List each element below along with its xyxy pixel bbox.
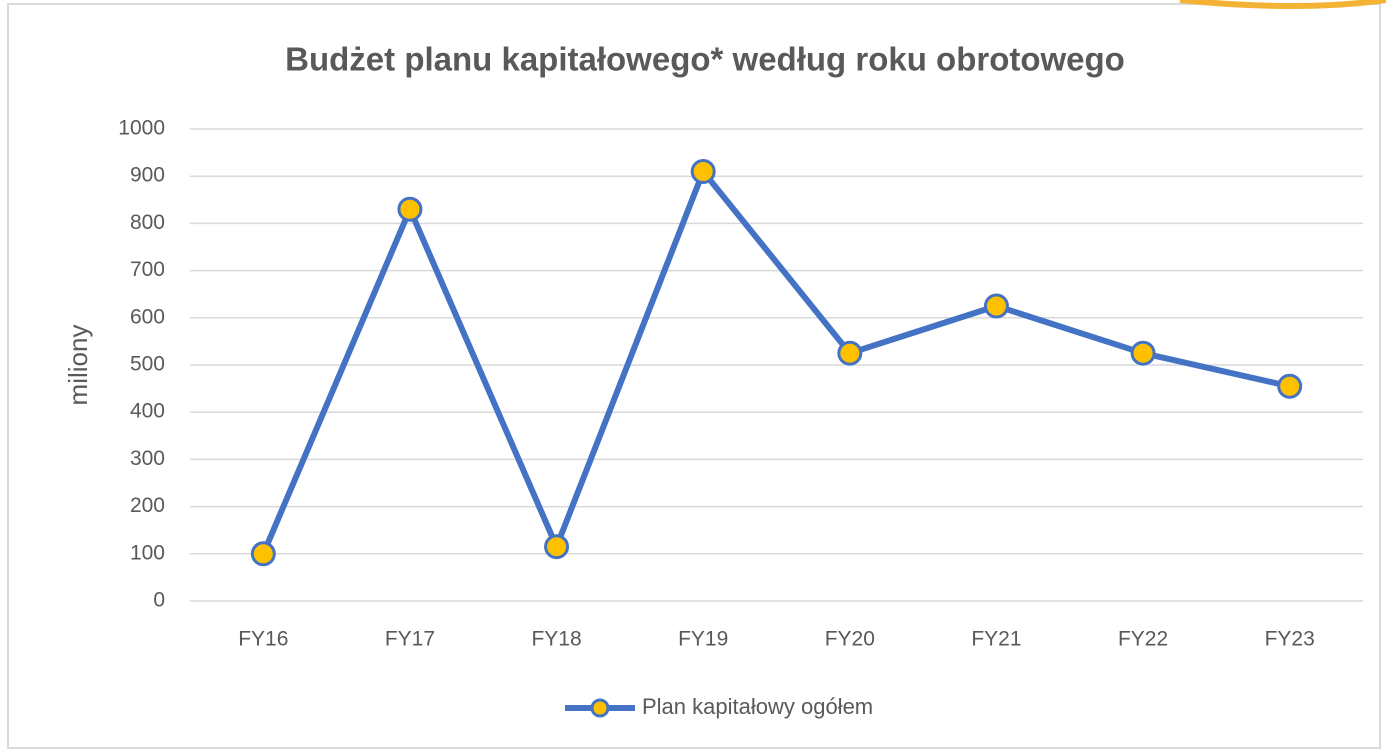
y-tick-label: 0: [153, 589, 165, 612]
x-tick-label: FY17: [385, 628, 435, 651]
legend-label: Plan kapitałowy ogółem: [642, 694, 873, 719]
marker: [544, 534, 570, 560]
marker: [690, 158, 716, 184]
y-tick-label: 900: [130, 164, 165, 187]
marker: [397, 196, 423, 222]
y-tick-label: 100: [130, 541, 165, 564]
x-tick-label: FY21: [971, 628, 1021, 651]
marker: [250, 541, 276, 567]
y-tick-label: 700: [130, 258, 165, 281]
x-tick-label: FY19: [678, 628, 728, 651]
y-tick-label: 500: [130, 353, 165, 376]
y-tick-label: 600: [130, 305, 165, 328]
marker: [1277, 373, 1303, 399]
y-tick-label: 800: [130, 211, 165, 234]
chart-border: [7, 3, 1381, 749]
y-tick-label: 400: [130, 400, 165, 423]
x-tick-label: FY16: [238, 628, 288, 651]
x-tick-label: FY18: [531, 628, 581, 651]
y-axis-label: miliony: [63, 325, 93, 406]
x-tick-label: FY20: [825, 628, 875, 651]
decoration: [1179, 0, 1386, 9]
legend-marker: [590, 698, 610, 718]
y-tick-label: 300: [130, 447, 165, 470]
marker: [983, 293, 1009, 319]
x-tick-label: FY22: [1118, 628, 1168, 651]
marker: [1130, 340, 1156, 366]
series-line: [260, 168, 1291, 555]
chart-title: Budżet planu kapitałowego* według roku o…: [285, 41, 1125, 78]
y-tick-label: 1000: [118, 117, 165, 140]
y-tick-label: 200: [130, 494, 165, 517]
marker: [837, 340, 863, 366]
x-tick-label: FY23: [1265, 628, 1315, 651]
